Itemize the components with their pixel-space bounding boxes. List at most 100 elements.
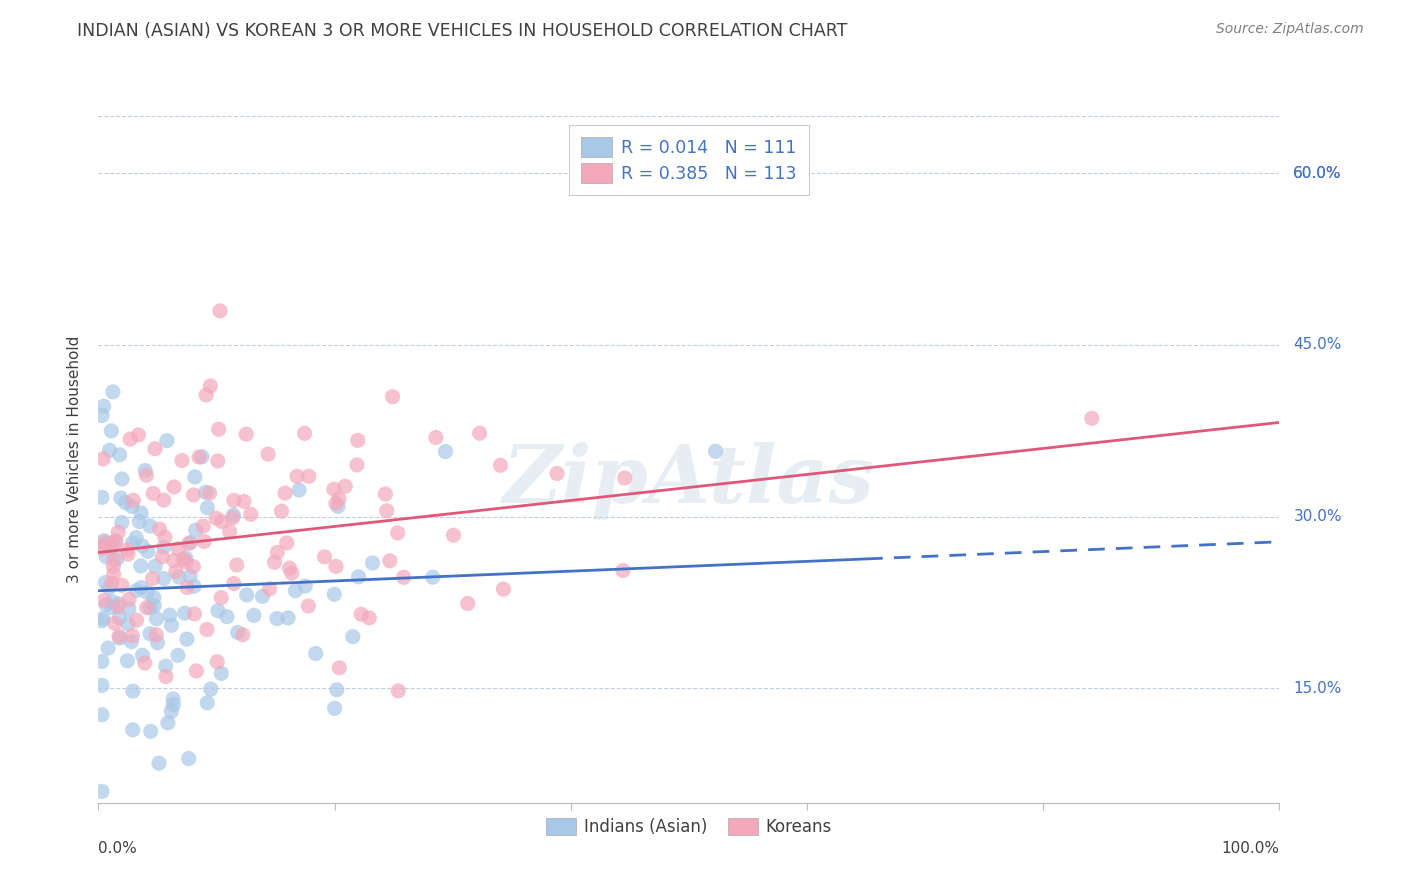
- Text: 60.0%: 60.0%: [1294, 166, 1341, 181]
- Point: [111, 516, 134, 530]
- Point: [278, 561, 301, 575]
- Point: [108, 610, 131, 624]
- Point: [232, 628, 254, 642]
- Point: [183, 579, 205, 593]
- Point: [125, 613, 148, 627]
- Point: [226, 625, 249, 640]
- Point: [387, 684, 409, 698]
- Point: [209, 591, 232, 605]
- Point: [359, 611, 381, 625]
- Point: [193, 519, 215, 533]
- Point: [704, 444, 727, 458]
- Point: [328, 661, 350, 675]
- Point: [200, 379, 222, 393]
- Point: [195, 696, 218, 710]
- Point: [121, 536, 143, 550]
- Point: [387, 525, 409, 540]
- Point: [142, 486, 165, 500]
- Point: [100, 576, 122, 591]
- Point: [152, 540, 174, 554]
- Point: [288, 483, 311, 497]
- Point: [114, 496, 136, 510]
- Point: [235, 427, 257, 442]
- Point: [160, 704, 183, 718]
- Point: [91, 611, 114, 625]
- Point: [121, 723, 143, 737]
- Point: [174, 551, 197, 566]
- Point: [612, 564, 634, 578]
- Point: [101, 384, 124, 399]
- Point: [323, 587, 346, 601]
- Point: [100, 541, 122, 555]
- Point: [101, 600, 124, 615]
- Text: Source: ZipAtlas.com: Source: ZipAtlas.com: [1216, 22, 1364, 37]
- Point: [186, 664, 208, 678]
- Point: [146, 636, 169, 650]
- Point: [91, 614, 114, 628]
- Point: [107, 599, 129, 614]
- Point: [346, 458, 368, 472]
- Point: [191, 450, 214, 464]
- Point: [111, 472, 134, 486]
- Point: [135, 468, 157, 483]
- Point: [198, 486, 221, 500]
- Point: [117, 547, 139, 561]
- Point: [342, 630, 364, 644]
- Point: [222, 508, 245, 522]
- Point: [298, 469, 321, 483]
- Point: [145, 628, 167, 642]
- Point: [174, 555, 197, 569]
- Point: [323, 701, 346, 715]
- Point: [239, 508, 262, 522]
- Point: [131, 539, 153, 553]
- Point: [492, 582, 515, 596]
- Point: [163, 554, 186, 568]
- Point: [120, 432, 142, 446]
- Point: [347, 570, 370, 584]
- Point: [93, 399, 115, 413]
- Point: [378, 554, 401, 568]
- Point: [326, 500, 349, 514]
- Point: [141, 572, 163, 586]
- Point: [277, 611, 299, 625]
- Point: [108, 631, 131, 645]
- Point: [110, 491, 132, 505]
- Point: [281, 566, 304, 580]
- Point: [443, 528, 465, 542]
- Point: [117, 542, 139, 557]
- Point: [183, 607, 205, 621]
- Text: 30.0%: 30.0%: [1294, 509, 1341, 524]
- Point: [127, 428, 149, 442]
- Point: [207, 604, 229, 618]
- Point: [314, 549, 336, 564]
- Point: [118, 592, 141, 607]
- Point: [326, 682, 349, 697]
- Point: [165, 565, 187, 579]
- Point: [167, 648, 190, 663]
- Point: [103, 552, 125, 566]
- Point: [93, 535, 115, 549]
- Point: [322, 482, 344, 496]
- Point: [211, 515, 233, 529]
- Point: [276, 536, 298, 550]
- Point: [156, 715, 179, 730]
- Point: [195, 623, 218, 637]
- Point: [434, 444, 457, 458]
- Point: [104, 533, 127, 548]
- Point: [180, 535, 202, 549]
- Point: [91, 707, 114, 722]
- Point: [167, 541, 190, 556]
- Point: [328, 491, 350, 506]
- Point: [188, 450, 211, 464]
- Point: [173, 552, 195, 566]
- Text: 100.0%: 100.0%: [1222, 840, 1279, 855]
- Point: [266, 611, 288, 625]
- Point: [153, 572, 176, 586]
- Point: [108, 597, 131, 611]
- Point: [118, 601, 141, 615]
- Point: [270, 504, 292, 518]
- Point: [91, 678, 114, 692]
- Point: [98, 581, 121, 595]
- Point: [105, 552, 128, 566]
- Point: [128, 515, 150, 529]
